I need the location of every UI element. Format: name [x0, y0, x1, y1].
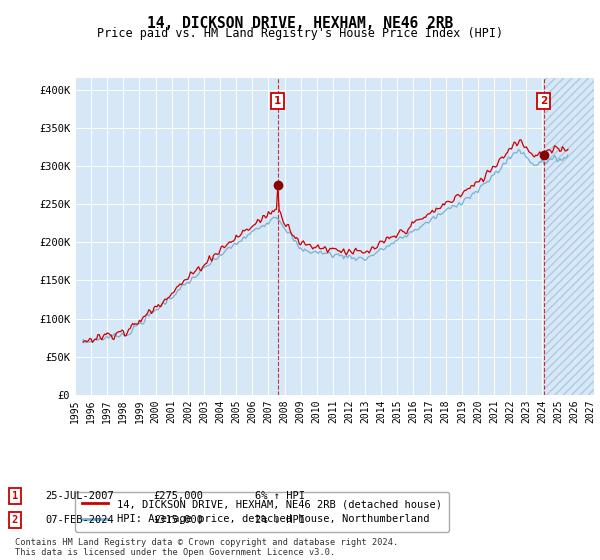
Bar — [544, 78, 600, 395]
Legend: 14, DICKSON DRIVE, HEXHAM, NE46 2RB (detached house), HPI: Average price, detach: 14, DICKSON DRIVE, HEXHAM, NE46 2RB (det… — [75, 492, 449, 531]
Text: £315,000: £315,000 — [153, 515, 203, 525]
Text: Price paid vs. HM Land Registry's House Price Index (HPI): Price paid vs. HM Land Registry's House … — [97, 27, 503, 40]
Text: 07-FEB-2024: 07-FEB-2024 — [45, 515, 114, 525]
Text: 25-JUL-2007: 25-JUL-2007 — [45, 491, 114, 501]
Text: 6% ↑ HPI: 6% ↑ HPI — [255, 491, 305, 501]
Text: 2% ↓ HPI: 2% ↓ HPI — [255, 515, 305, 525]
Text: Contains HM Land Registry data © Crown copyright and database right 2024.
This d: Contains HM Land Registry data © Crown c… — [15, 538, 398, 557]
Text: 14, DICKSON DRIVE, HEXHAM, NE46 2RB: 14, DICKSON DRIVE, HEXHAM, NE46 2RB — [147, 16, 453, 31]
Text: 2: 2 — [540, 96, 547, 106]
Text: 2: 2 — [12, 515, 18, 525]
Text: 1: 1 — [12, 491, 18, 501]
Text: £275,000: £275,000 — [153, 491, 203, 501]
Text: 1: 1 — [274, 96, 281, 106]
